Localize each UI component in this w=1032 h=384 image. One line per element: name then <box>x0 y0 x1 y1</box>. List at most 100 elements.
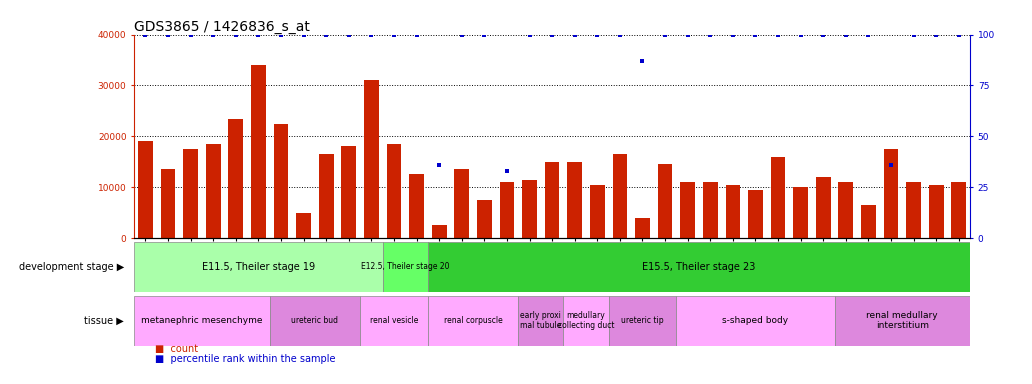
Bar <box>206 144 221 238</box>
Point <box>295 31 312 38</box>
Point <box>612 31 628 38</box>
Bar <box>906 182 921 238</box>
Point <box>838 31 854 38</box>
Text: ureteric bud: ureteric bud <box>291 316 338 325</box>
Point <box>318 31 334 38</box>
Bar <box>383 242 428 292</box>
Text: early proxi
mal tubule: early proxi mal tubule <box>520 311 561 330</box>
Bar <box>428 296 518 346</box>
Point <box>431 162 448 168</box>
Point <box>882 162 899 168</box>
Text: E15.5, Theiler stage 23: E15.5, Theiler stage 23 <box>642 262 755 272</box>
Bar <box>590 185 605 238</box>
Point <box>724 31 741 38</box>
Point <box>544 31 560 38</box>
Text: s-shaped body: s-shaped body <box>722 316 788 325</box>
Point <box>656 31 673 38</box>
Point <box>860 31 876 38</box>
Point <box>137 31 154 38</box>
Point <box>409 31 425 38</box>
Text: metanephric mesenchyme: metanephric mesenchyme <box>141 316 263 325</box>
Bar <box>680 182 695 238</box>
Text: development stage ▶: development stage ▶ <box>19 262 124 272</box>
Bar <box>568 162 582 238</box>
Text: ureteric tip: ureteric tip <box>621 316 664 325</box>
Point <box>793 31 809 38</box>
Bar <box>635 218 650 238</box>
Point <box>250 31 266 38</box>
Point <box>950 31 967 38</box>
Bar <box>838 182 853 238</box>
Point <box>272 31 289 38</box>
Text: tissue ▶: tissue ▶ <box>84 316 124 326</box>
Bar <box>518 296 563 346</box>
Bar <box>184 149 198 238</box>
Bar <box>835 296 970 346</box>
Point <box>498 168 515 174</box>
Point <box>679 31 696 38</box>
Point <box>453 31 470 38</box>
Text: medullary
collecting duct: medullary collecting duct <box>557 311 614 330</box>
Point <box>702 31 718 38</box>
Bar <box>431 225 447 238</box>
Bar <box>342 147 356 238</box>
Bar <box>563 296 609 346</box>
Point <box>905 31 922 38</box>
Bar <box>319 154 333 238</box>
Point <box>476 31 492 38</box>
Bar <box>134 296 269 346</box>
Bar <box>703 182 717 238</box>
Bar <box>134 242 383 292</box>
Point <box>183 31 199 38</box>
Point <box>228 31 245 38</box>
Point <box>160 31 176 38</box>
Bar <box>952 182 966 238</box>
Bar <box>929 185 943 238</box>
Bar <box>138 141 153 238</box>
Point <box>567 31 583 38</box>
Point <box>815 31 832 38</box>
Bar <box>676 296 835 346</box>
Bar <box>613 154 627 238</box>
Bar <box>522 180 537 238</box>
Bar <box>816 177 831 238</box>
Bar <box>748 190 763 238</box>
Bar <box>499 182 514 238</box>
Bar <box>360 296 428 346</box>
Bar <box>296 213 311 238</box>
Text: renal corpuscle: renal corpuscle <box>444 316 503 325</box>
Bar <box>364 80 379 238</box>
Bar <box>273 124 288 238</box>
Text: E12.5, Theiler stage 20: E12.5, Theiler stage 20 <box>361 262 450 271</box>
Bar <box>609 296 676 346</box>
Point <box>747 31 764 38</box>
Bar <box>228 119 244 238</box>
Point <box>341 31 357 38</box>
Point <box>363 31 380 38</box>
Bar <box>657 164 673 238</box>
Point <box>386 31 402 38</box>
Bar <box>771 157 785 238</box>
Text: ■  percentile rank within the sample: ■ percentile rank within the sample <box>155 354 335 364</box>
Bar <box>883 149 898 238</box>
Text: renal vesicle: renal vesicle <box>369 316 418 325</box>
Bar <box>269 296 360 346</box>
Bar <box>861 205 876 238</box>
Bar <box>454 169 470 238</box>
Bar <box>545 162 559 238</box>
Text: ■  count: ■ count <box>155 344 198 354</box>
Point <box>521 31 538 38</box>
Bar <box>387 144 401 238</box>
Bar <box>251 65 266 238</box>
Bar <box>794 187 808 238</box>
Bar <box>410 174 424 238</box>
Point <box>635 58 651 64</box>
Bar <box>725 185 740 238</box>
Point <box>589 31 606 38</box>
Point <box>770 31 786 38</box>
Text: renal medullary
interstitium: renal medullary interstitium <box>867 311 938 330</box>
Text: E11.5, Theiler stage 19: E11.5, Theiler stage 19 <box>202 262 315 272</box>
Bar <box>161 169 175 238</box>
Point <box>928 31 944 38</box>
Text: GDS3865 / 1426836_s_at: GDS3865 / 1426836_s_at <box>134 20 310 33</box>
